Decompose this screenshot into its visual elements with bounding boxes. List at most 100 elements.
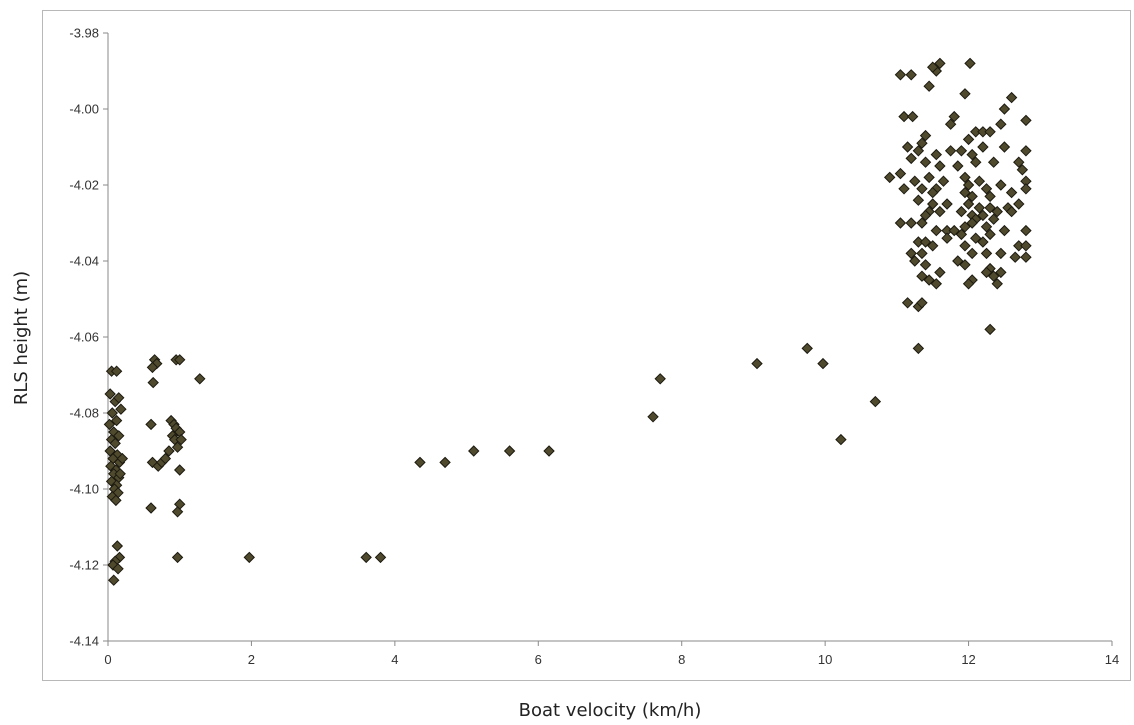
x-tick-label: 14 (1105, 652, 1119, 667)
data-point (962, 133, 975, 146)
data-point (116, 452, 129, 465)
data-point (987, 213, 1000, 225)
data-point (147, 376, 159, 389)
data-point (898, 110, 910, 123)
data-point (1020, 183, 1032, 195)
data-point (110, 494, 122, 507)
data-point (1005, 91, 1018, 104)
x-tick-label: 8 (678, 652, 685, 667)
data-point (919, 259, 932, 271)
data-point (916, 217, 928, 229)
data-point (923, 274, 935, 286)
data-point (966, 148, 978, 161)
data-point (919, 129, 932, 142)
x-axis-title: Boat velocity (km/h) (519, 700, 702, 721)
data-point (159, 452, 172, 465)
data-point (937, 175, 950, 187)
y-axis-title: RLS height (m) (11, 271, 32, 405)
data-point (1020, 240, 1032, 252)
data-point (115, 403, 127, 415)
data-point (171, 506, 184, 518)
data-point (111, 540, 124, 552)
data-point (927, 198, 939, 210)
data-point (103, 418, 116, 431)
data-point (966, 217, 978, 229)
data-point (952, 255, 964, 267)
data-point (894, 217, 907, 229)
data-point (984, 228, 996, 241)
x-tick-label: 2 (248, 652, 255, 667)
data-point (959, 221, 971, 233)
x-axis: 0 2 4 6 8 10 12 14 (104, 640, 1119, 667)
data-point (919, 156, 932, 168)
data-point (243, 551, 255, 564)
data-point (174, 354, 186, 366)
data-point (374, 551, 387, 564)
data-point (146, 361, 159, 374)
data-point (977, 209, 989, 222)
data-point (959, 259, 971, 271)
data-point (948, 224, 960, 237)
data-point (995, 118, 1007, 130)
data-point (104, 388, 116, 400)
data-point (959, 186, 971, 199)
data-point (923, 171, 935, 184)
data-point (955, 228, 968, 241)
chart-frame (42, 10, 1131, 681)
data-point (905, 69, 917, 81)
data-point (934, 205, 946, 218)
data-point (113, 430, 125, 442)
data-point (941, 198, 953, 210)
data-point (108, 574, 120, 586)
data-point (991, 205, 1003, 218)
data-point (109, 437, 121, 450)
x-tick-label: 0 (104, 652, 111, 667)
data-point (970, 232, 982, 244)
data-point (909, 175, 921, 187)
data-point (894, 69, 907, 81)
y-tick-label: -4.08 (69, 406, 99, 421)
data-point (944, 145, 957, 157)
x-tick-label: 4 (391, 652, 398, 667)
data-point (934, 266, 946, 279)
data-point (977, 141, 989, 153)
data-point (906, 110, 919, 123)
data-point (1013, 198, 1025, 210)
y-tick-label: -4.12 (69, 558, 99, 573)
data-point (984, 323, 996, 336)
data-point (175, 433, 187, 446)
data-point (970, 156, 982, 168)
data-point (916, 183, 928, 195)
data-point (955, 145, 968, 157)
data-point (980, 247, 993, 260)
data-point (980, 266, 993, 279)
data-point (1020, 251, 1032, 263)
data-point (923, 80, 935, 92)
data-point (114, 468, 126, 480)
data-point (916, 247, 928, 260)
data-point (998, 103, 1011, 115)
data-point (998, 141, 1011, 153)
y-tick-label: -3.98 (69, 26, 99, 41)
data-point (962, 278, 975, 290)
data-point (927, 240, 939, 252)
data-point (647, 411, 659, 423)
data-point (977, 236, 989, 248)
data-point (919, 236, 932, 248)
data-point (1013, 156, 1025, 168)
data-point (934, 160, 946, 172)
data-point (912, 194, 925, 206)
y-tick-label: -4.10 (69, 482, 99, 497)
data-point (901, 297, 914, 309)
data-point (1016, 164, 1029, 176)
y-tick-label: -4.14 (69, 634, 99, 649)
data-point (995, 247, 1007, 260)
data-point (959, 240, 971, 252)
data-point (194, 373, 206, 385)
data-point (927, 61, 939, 73)
data-point (973, 202, 986, 214)
data-point (360, 551, 372, 564)
data-point (912, 342, 925, 355)
y-axis: -3.98 -4.00 -4.02 -4.04 -4.06 -4.08 -4.10 -4.12… (69, 26, 109, 649)
data-point (912, 145, 925, 157)
